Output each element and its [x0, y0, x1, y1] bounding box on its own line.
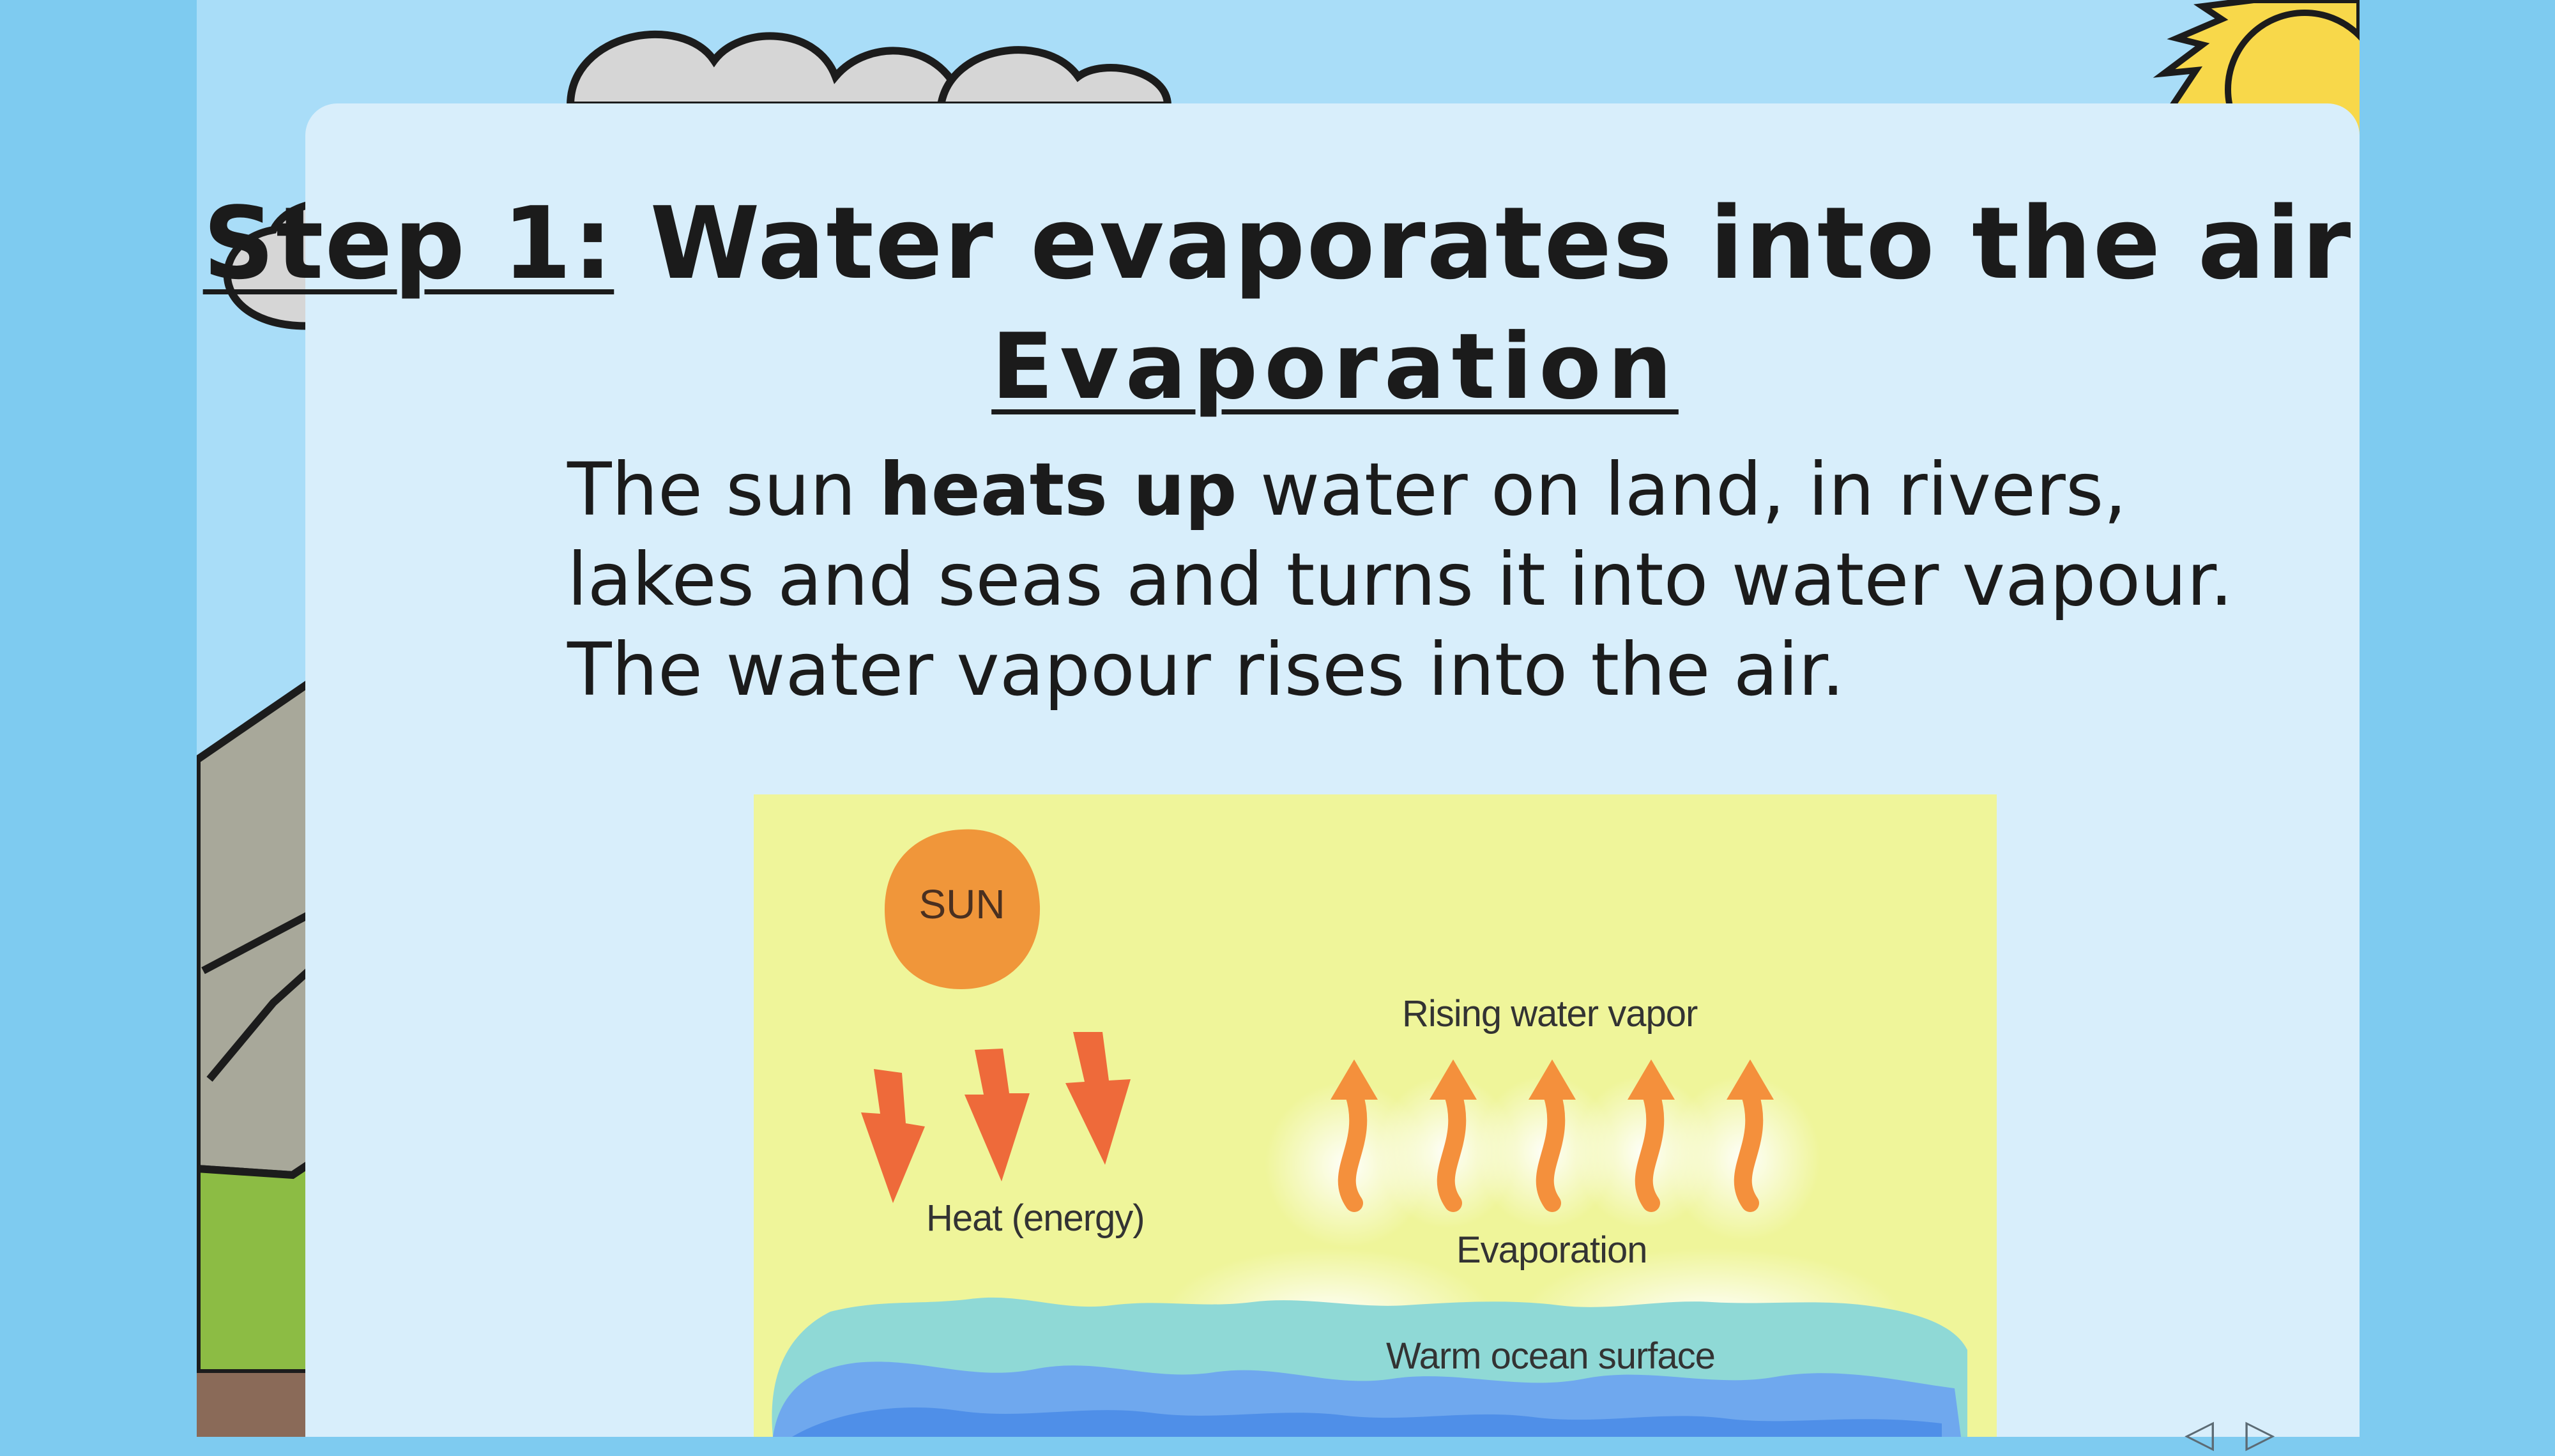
slide: [197, 0, 2360, 1437]
heat-label: Heat (energy): [926, 1197, 1145, 1239]
vapor-arrows: [1338, 1086, 1764, 1212]
body-bold-phrase: heats up: [879, 447, 1237, 532]
sun-disc: [885, 829, 1041, 989]
heat-arrows: [861, 1032, 1131, 1203]
page-title: Step 1: Water evaporates into the air: [0, 185, 2555, 301]
body-line-1-start: The sun: [567, 447, 880, 532]
vapor-arrow-1: [1338, 1086, 1368, 1212]
title-step-label: Step 1:: [202, 185, 614, 301]
evaporation-label: Evaporation: [1456, 1229, 1648, 1271]
heat-arrow-2: [965, 1049, 1030, 1181]
vapor-arrow-5: [1734, 1086, 1764, 1212]
vapor-arrowheads: [1331, 1059, 1774, 1100]
section-heading: Evaporation: [991, 314, 1679, 420]
body-line-1-end: water on land, in rivers,: [1237, 447, 2127, 532]
evaporation-diagram: SUN Heat (energy) Rising water vapor Eva…: [754, 794, 1997, 1437]
ocean: [772, 1297, 1967, 1437]
title-text: Water evaporates into the air: [614, 185, 2353, 301]
prev-slide-icon[interactable]: ◁: [2185, 1411, 2215, 1456]
next-slide-icon[interactable]: ▷: [2245, 1411, 2275, 1456]
vapor-arrow-3: [1536, 1086, 1566, 1212]
body-line-1: The sun heats up water on land, in river…: [567, 447, 2127, 532]
heat-arrow-3: [1065, 1032, 1131, 1165]
sun-label: SUN: [919, 881, 1005, 927]
ocean-label: Warm ocean surface: [1386, 1335, 1716, 1377]
vapor-arrow-4: [1635, 1086, 1665, 1212]
body-line-3: The water vapour rises into the air.: [567, 627, 1845, 712]
cloud-top: [566, 30, 1172, 109]
diagram-graphics: [772, 829, 1967, 1437]
slide-nav: ◁ ▷: [2185, 1411, 2275, 1456]
body-paragraph: The sun heats up water on land, in river…: [567, 444, 2233, 715]
rising-vapor-label: Rising water vapor: [1402, 993, 1698, 1035]
heat-arrow-1: [861, 1069, 925, 1203]
body-line-2: lakes and seas and turns it into water v…: [567, 537, 2233, 622]
vapor-arrow-2: [1437, 1086, 1467, 1212]
